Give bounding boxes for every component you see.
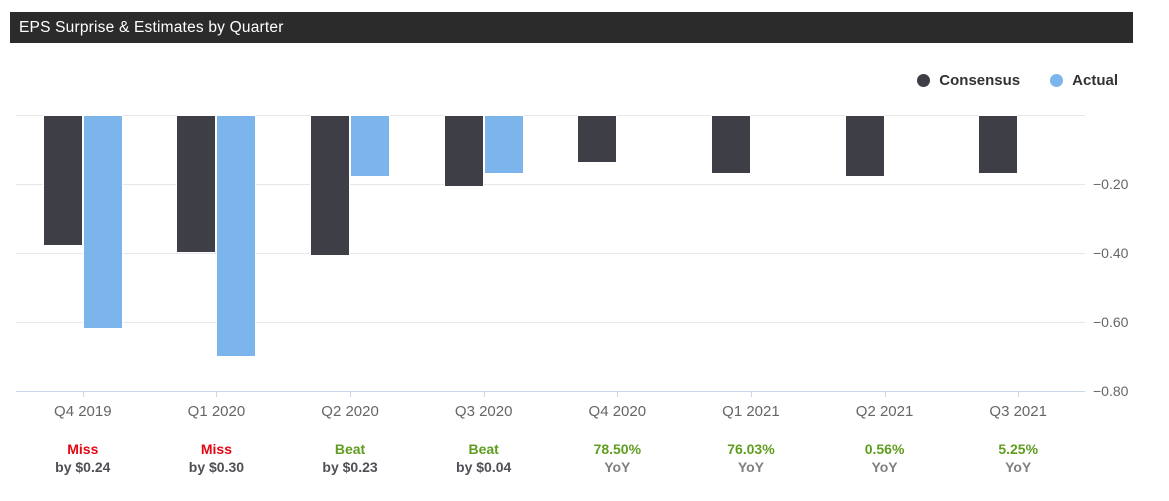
annotation-result-label: Beat — [468, 441, 499, 457]
consensus-bar-q4-2020[interactable] — [577, 115, 618, 164]
chart-legend: Consensus Actual — [917, 72, 1118, 89]
y-gridline — [16, 322, 1085, 323]
y-gridline — [16, 184, 1085, 185]
annotation-detail-label: YoY — [737, 459, 765, 475]
annotation-detail-label: YoY — [604, 459, 631, 475]
surprise-annotation: 78.50% YoY — [557, 440, 677, 476]
surprise-annotation: 0.56% YoY — [825, 440, 945, 476]
x-axis-tick — [750, 391, 752, 397]
actual-bar-q4-2019[interactable] — [82, 115, 123, 329]
actual-bar-q2-2020[interactable] — [350, 115, 391, 178]
y-axis-tick-label: −0.40 — [1093, 245, 1129, 261]
x-axis-category-label: Q4 2019 — [54, 403, 112, 420]
surprise-annotation: 5.25% YoY — [958, 440, 1078, 476]
consensus-bar-q3-2020[interactable] — [443, 115, 484, 188]
y-axis-tick-label: −0.20 — [1093, 176, 1129, 192]
consensus-bar-q3-2021[interactable] — [978, 115, 1019, 174]
surprise-annotation: Beat by $0.23 — [290, 440, 410, 476]
annotation-detail-label: YoY — [1005, 459, 1032, 475]
annotation-result-label: Miss — [67, 441, 99, 457]
legend-item-consensus[interactable]: Consensus — [917, 72, 1020, 89]
surprise-annotation: Miss by $0.24 — [23, 440, 143, 476]
actual-bar-q1-2020[interactable] — [216, 115, 257, 357]
legend-marker-icon — [917, 74, 931, 87]
legend-label: Consensus — [939, 72, 1021, 89]
consensus-bar-q1-2021[interactable] — [710, 115, 751, 174]
legend-marker-icon — [1050, 74, 1064, 87]
legend-item-actual[interactable]: Actual — [1050, 72, 1118, 89]
x-axis-tick — [483, 391, 485, 397]
chart-title: EPS Surprise & Estimates by Quarter — [19, 18, 284, 36]
y-axis-tick-label: −0.80 — [1093, 383, 1129, 399]
consensus-bar-q2-2020[interactable] — [310, 115, 351, 257]
x-axis-category-label: Q3 2020 — [454, 403, 513, 420]
x-axis-category-label: Q2 2021 — [855, 403, 914, 420]
y-gridline — [16, 253, 1085, 254]
x-axis-tick — [350, 391, 352, 397]
annotation-detail-label: by $0.24 — [55, 459, 111, 475]
x-axis-line — [16, 391, 1085, 392]
annotation-result-label: 0.56% — [864, 441, 905, 457]
actual-bar-q3-2020[interactable] — [483, 115, 524, 174]
x-axis-category-label: Q4 2020 — [588, 403, 647, 420]
annotation-detail-label: by $0.30 — [188, 459, 245, 475]
chart-title-bar: EPS Surprise & Estimates by Quarter — [10, 12, 1133, 43]
x-axis-tick — [617, 391, 619, 397]
x-axis-tick — [82, 391, 84, 397]
x-axis-category-label: Q2 2020 — [321, 403, 379, 420]
x-axis-category-label: Q1 2021 — [722, 403, 780, 420]
x-axis-category-label: Q1 2020 — [187, 403, 246, 420]
y-gridline — [16, 115, 1085, 116]
annotation-result-label: 78.50% — [593, 441, 642, 457]
consensus-bar-q1-2020[interactable] — [176, 115, 217, 253]
x-axis-tick — [216, 391, 218, 397]
x-axis-category-label: Q3 2021 — [989, 403, 1047, 420]
x-axis-tick — [1018, 391, 1020, 397]
annotation-detail-label: YoY — [871, 459, 898, 475]
annotation-result-label: 76.03% — [727, 441, 775, 457]
surprise-annotation: 76.03% YoY — [691, 440, 811, 476]
annotation-detail-label: by $0.04 — [456, 459, 512, 475]
surprise-annotation: Beat by $0.04 — [424, 440, 544, 476]
annotation-result-label: Miss — [200, 441, 232, 457]
surprise-annotation: Miss by $0.30 — [156, 440, 276, 476]
annotation-detail-label: by $0.23 — [322, 459, 378, 475]
legend-label: Actual — [1072, 72, 1118, 89]
annotation-result-label: Beat — [334, 441, 366, 457]
annotation-result-label: 5.25% — [998, 441, 1039, 457]
x-axis-tick — [884, 391, 886, 397]
consensus-bar-q4-2019[interactable] — [42, 115, 83, 247]
y-axis-tick-label: −0.60 — [1093, 314, 1129, 330]
consensus-bar-q2-2021[interactable] — [844, 115, 885, 178]
